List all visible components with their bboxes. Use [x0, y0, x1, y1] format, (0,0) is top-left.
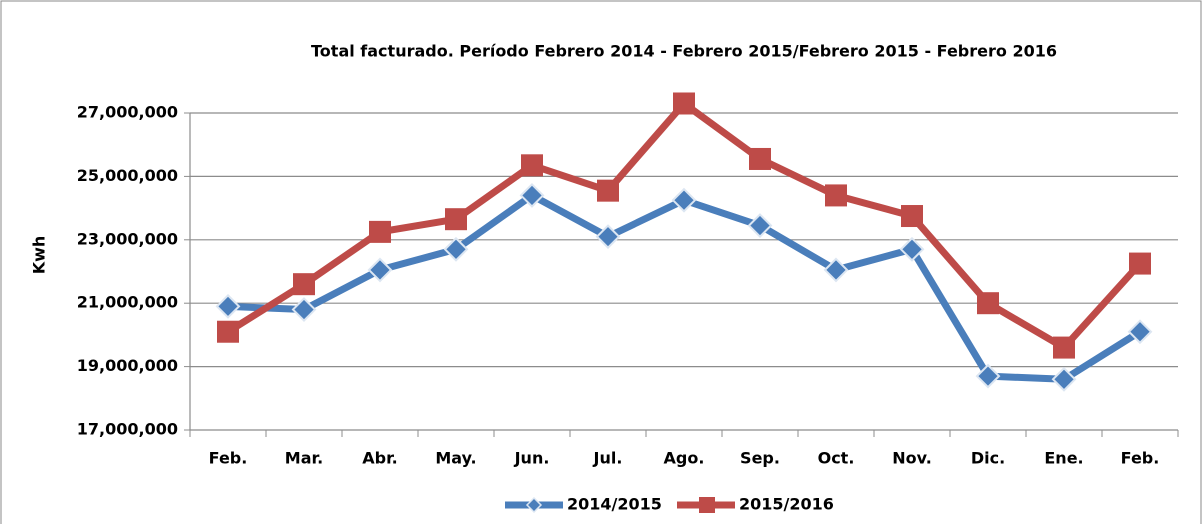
chart-title: Total facturado. Período Febrero 2014 - …: [311, 42, 1057, 61]
marker: [747, 213, 773, 238]
marker: [443, 236, 469, 262]
x-tick-label: Nov.: [892, 449, 932, 468]
y-tick-label: 25,000,000: [77, 166, 178, 185]
marker: [673, 92, 695, 115]
marker: [899, 236, 925, 262]
legend-label: 2014/2015: [567, 495, 662, 514]
marker: [597, 179, 619, 202]
marker: [521, 154, 543, 177]
x-tick-label: Dic.: [971, 449, 1005, 468]
x-tick-label: May.: [435, 449, 476, 468]
x-tick-label: Jun.: [514, 449, 550, 468]
y-tick-label: 27,000,000: [77, 103, 178, 122]
x-tick-label: Feb.: [1121, 449, 1160, 468]
x-tick-label: Abr.: [362, 449, 398, 468]
legend-marker: [699, 497, 715, 513]
marker: [671, 187, 697, 213]
y-tick-label: 21,000,000: [77, 293, 178, 312]
marker: [293, 273, 315, 296]
y-tick-label: 23,000,000: [77, 229, 178, 248]
marker: [445, 208, 467, 231]
x-tick-label: Ago.: [664, 449, 705, 468]
marker: [215, 293, 241, 319]
x-tick-label: Mar.: [285, 449, 323, 468]
marker: [1051, 366, 1077, 392]
marker: [369, 220, 391, 243]
marker: [975, 363, 1001, 389]
y-tick-label: 19,000,000: [77, 356, 178, 375]
marker: [901, 205, 923, 228]
legend-label: 2015/2016: [739, 495, 834, 514]
x-tick-label: Feb.: [209, 449, 248, 468]
marker: [519, 183, 545, 208]
marker: [977, 292, 999, 315]
y-axis-label: Kwh: [30, 236, 49, 275]
marker: [367, 257, 393, 283]
marker: [825, 184, 847, 207]
x-tick-label: Jul.: [593, 449, 623, 468]
marker: [823, 257, 849, 283]
y-tick-label: 17,000,000: [77, 420, 178, 439]
marker: [595, 224, 621, 250]
x-tick-label: Oct.: [818, 449, 855, 468]
marker: [1127, 319, 1153, 345]
marker: [217, 320, 239, 343]
marker: [749, 147, 771, 170]
legend-marker: [525, 496, 543, 514]
marker: [1053, 336, 1075, 359]
marker: [291, 297, 317, 322]
x-tick-label: Sep.: [740, 449, 780, 468]
x-tick-label: Ene.: [1044, 449, 1083, 468]
marker: [1129, 252, 1151, 275]
